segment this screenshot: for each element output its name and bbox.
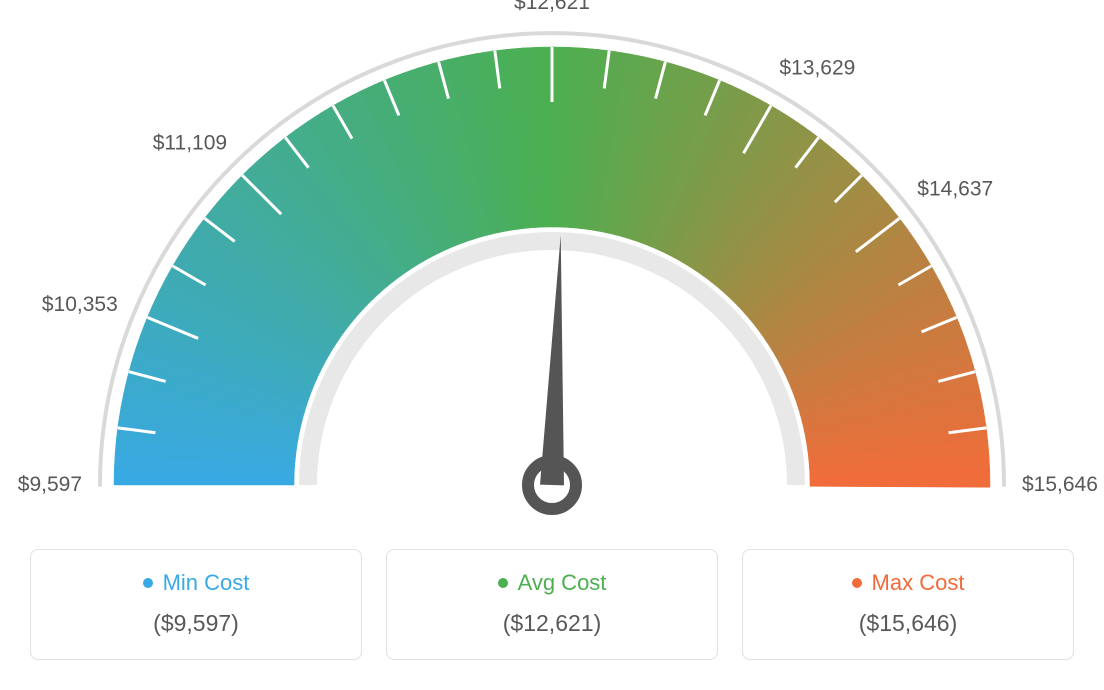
legend-value-max: ($15,646): [753, 610, 1063, 637]
legend-card-max: Max Cost ($15,646): [742, 549, 1074, 660]
gauge-tick-label: $13,629: [779, 56, 855, 80]
legend-title-min: Min Cost: [143, 570, 250, 596]
legend-title-max: Max Cost: [852, 570, 965, 596]
gauge-svg: [0, 0, 1104, 520]
gauge-chart-container: $9,597 $10,353 $11,109 $12,621 $13,629 $14,63…: [0, 0, 1104, 690]
legend-title-min-text: Min Cost: [163, 570, 250, 596]
gauge-tick-label: $11,109: [153, 131, 227, 155]
legend-value-avg: ($12,621): [397, 610, 707, 637]
legend-title-avg-text: Avg Cost: [518, 570, 607, 596]
gauge-tick-label: $10,353: [42, 293, 118, 317]
legend-title-avg: Avg Cost: [498, 570, 607, 596]
legend-title-max-text: Max Cost: [872, 570, 965, 596]
legend-value-min: ($9,597): [41, 610, 351, 637]
gauge-area: $9,597 $10,353 $11,109 $12,621 $13,629 $14,63…: [0, 0, 1104, 520]
gauge-tick-label: $15,646: [1022, 473, 1098, 497]
legend-dot-max: [852, 578, 862, 588]
legend-card-min: Min Cost ($9,597): [30, 549, 362, 660]
gauge-tick-label: $9,597: [18, 473, 82, 497]
legend-card-avg: Avg Cost ($12,621): [386, 549, 718, 660]
legend-row: Min Cost ($9,597) Avg Cost ($12,621) Max…: [30, 549, 1074, 660]
legend-dot-avg: [498, 578, 508, 588]
gauge-needle: [540, 235, 564, 485]
legend-dot-min: [143, 578, 153, 588]
gauge-tick-label: $14,637: [917, 177, 993, 201]
gauge-tick-label: $12,621: [514, 0, 590, 15]
